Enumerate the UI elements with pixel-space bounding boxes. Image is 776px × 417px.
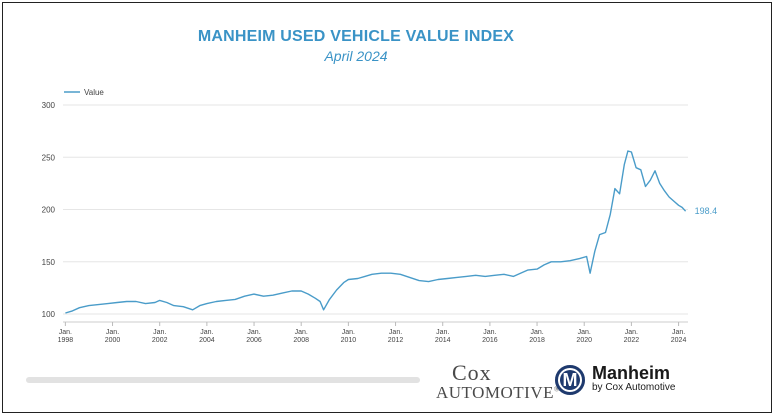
x-tick-label-top-2008: Jan.: [295, 329, 308, 336]
x-tick-label-top-2020: Jan.: [578, 329, 591, 336]
x-tick-label-top-2002: Jan.: [153, 329, 166, 336]
x-tick-label-year-2012: 2012: [388, 337, 404, 344]
x-tick-label-top-2000: Jan.: [106, 329, 119, 336]
x-tick-label-year-2018: 2018: [529, 337, 545, 344]
x-tick-label-top-2010: Jan.: [342, 329, 355, 336]
x-tick-label-year-2024: 2024: [671, 337, 687, 344]
y-tick-label-200: 200: [42, 206, 56, 215]
x-tick-label-year-2002: 2002: [152, 337, 168, 344]
x-tick-label-year-2014: 2014: [435, 337, 451, 344]
x-tick-label-year-2020: 2020: [576, 337, 592, 344]
last-value-label: 198.4: [695, 206, 718, 216]
x-tick-label-year-2004: 2004: [199, 337, 215, 344]
series-line-value: [65, 150, 687, 314]
manheim-logo-name: Manheim: [592, 363, 671, 383]
chart-subtitle: April 2024: [324, 48, 388, 64]
footer-scrollbar: [26, 377, 420, 383]
cox-logo-trademark: ®: [554, 385, 560, 394]
x-tick-label-top-2004: Jan.: [200, 329, 213, 336]
x-tick-label-top-2014: Jan.: [436, 329, 449, 336]
y-tick-label-100: 100: [42, 310, 56, 319]
y-tick-label-150: 150: [42, 258, 56, 267]
x-tick-label-year-2010: 2010: [341, 337, 357, 344]
chart-frame: [2, 2, 772, 413]
x-tick-label-top-2018: Jan.: [530, 329, 543, 336]
x-tick-label-year-2006: 2006: [246, 337, 262, 344]
x-tick-label-top-2006: Jan.: [247, 329, 260, 336]
legend-label: Value: [84, 88, 104, 97]
x-tick-label-year-2000: 2000: [105, 337, 121, 344]
manheim-logo-icon: M: [555, 365, 585, 395]
x-tick-label-year-2016: 2016: [482, 337, 498, 344]
y-tick-label-300: 300: [42, 101, 56, 110]
manheim-logo: Manheim by Cox Automotive: [592, 364, 675, 394]
x-tick-label-top-2024: Jan.: [672, 329, 685, 336]
x-tick-label-year-2022: 2022: [624, 337, 640, 344]
y-tick-label-250: 250: [42, 153, 56, 162]
x-tick-label-top-2012: Jan.: [389, 329, 402, 336]
x-tick-label-year-2008: 2008: [293, 337, 309, 344]
cox-automotive-logo: Cox AUTOMOTIVE®: [436, 360, 559, 402]
cox-logo-line1: Cox: [452, 360, 492, 385]
x-tick-label-top-2022: Jan.: [625, 329, 638, 336]
manheim-logo-subtitle: by Cox Automotive: [592, 382, 676, 393]
x-tick-label-top-2016: Jan.: [483, 329, 496, 336]
chart-title: MANHEIM USED VEHICLE VALUE INDEX: [197, 28, 515, 45]
cox-logo-line2: AUTOMOTIVE: [436, 383, 555, 402]
x-tick-label-year-1998: 1998: [58, 337, 74, 344]
x-tick-label-top-1998: Jan.: [59, 329, 72, 336]
